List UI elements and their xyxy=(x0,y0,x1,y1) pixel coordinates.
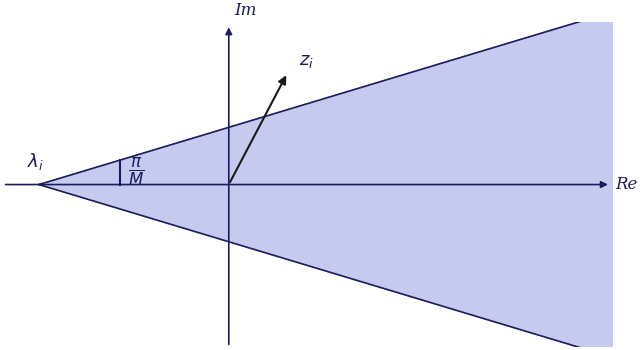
Text: $\dfrac{\pi}{M}$: $\dfrac{\pi}{M}$ xyxy=(129,156,145,188)
Text: $z_i$: $z_i$ xyxy=(299,52,314,70)
Text: Re: Re xyxy=(615,176,637,193)
Polygon shape xyxy=(39,0,640,350)
Text: Im: Im xyxy=(234,2,257,19)
Text: $\lambda_i$: $\lambda_i$ xyxy=(26,151,44,172)
